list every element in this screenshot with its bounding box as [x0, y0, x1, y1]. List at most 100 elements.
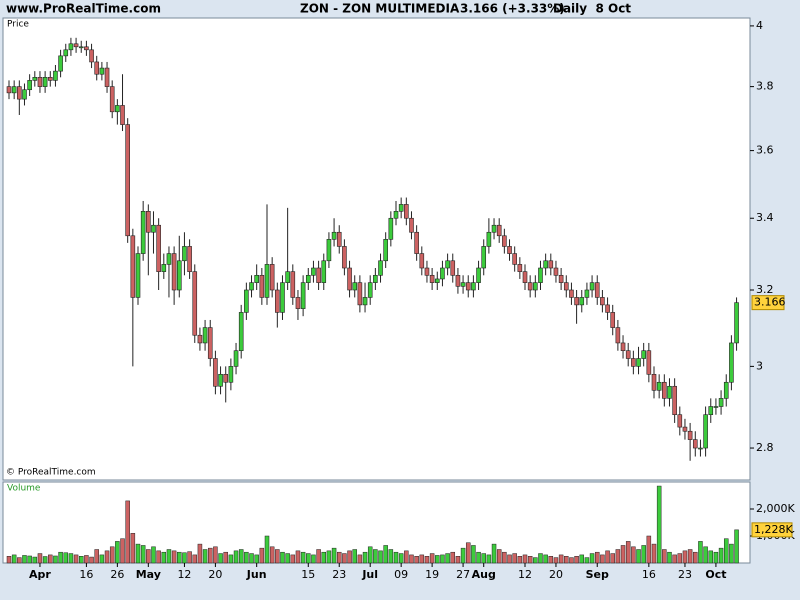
candle-body [641, 350, 646, 359]
candle-body [682, 426, 688, 432]
candle-body [620, 342, 626, 352]
volume-bar [182, 552, 187, 564]
candle-body [527, 282, 533, 291]
volume-bar [610, 553, 615, 564]
candle-body [414, 231, 419, 254]
candle-body [321, 260, 327, 283]
last-volume-box [751, 522, 793, 538]
candle-body [502, 235, 507, 247]
candle-body [388, 217, 394, 240]
volume-bar [419, 554, 425, 564]
candle-body [352, 282, 358, 291]
candle-body [631, 358, 636, 367]
volume-bar [713, 551, 719, 564]
candle-body [522, 271, 528, 283]
candle-body [140, 211, 146, 254]
candle-body [326, 239, 332, 262]
volume-label: Volume [7, 484, 41, 494]
x-tick-label: 09 [394, 568, 408, 581]
candle-body [300, 282, 306, 309]
source: www.ProRealTime.com [6, 2, 161, 16]
y-tick-label: 3.8 [756, 80, 774, 93]
candle-body [362, 297, 368, 306]
x-tick-label: Apr [29, 568, 51, 581]
volume-bar [435, 555, 440, 564]
x-tick-label: 12 [177, 568, 191, 581]
volume-bar [496, 549, 502, 564]
candle-body [316, 267, 321, 283]
candle-body [228, 366, 234, 383]
volume-bar [641, 545, 646, 564]
volume-bar [398, 553, 404, 564]
candle-body [357, 282, 363, 306]
y-tick-label: 3.2 [756, 283, 774, 296]
candle-body [662, 381, 667, 399]
candle-body [656, 381, 662, 391]
x-tick-label: 16 [642, 568, 656, 581]
volume-bar [734, 529, 739, 564]
volume-bar [362, 551, 368, 564]
x-tick-label: 20 [208, 568, 222, 581]
volume-bar [264, 535, 270, 564]
volume-bar [58, 551, 63, 564]
candle-body [192, 271, 198, 336]
volume-bar [342, 553, 347, 564]
volume-bar [197, 543, 203, 564]
candle-body [419, 253, 425, 269]
x-tick-label: 20 [549, 568, 563, 581]
volume-bar [285, 553, 290, 564]
candle-body [202, 327, 208, 344]
candle-body [187, 246, 192, 272]
candle-body [32, 77, 38, 81]
volume-bar [94, 549, 99, 564]
volume-bar [213, 546, 218, 564]
candle-body [238, 312, 244, 352]
candle-body [651, 373, 657, 391]
x-tick-label: Jun [246, 568, 267, 581]
candle-body [42, 77, 48, 87]
x-tick-label: 16 [79, 568, 93, 581]
volume-bar [393, 551, 399, 564]
candle-body [471, 282, 476, 291]
candle-body [166, 253, 172, 265]
candle-body [109, 86, 115, 113]
volume-bar [687, 549, 693, 564]
volume-bar [564, 556, 569, 564]
volume-bar [37, 553, 43, 564]
volume-bar [522, 554, 528, 564]
candle-body [336, 231, 342, 247]
volume-bar [527, 556, 533, 564]
y-tick-label: 4 [756, 19, 763, 32]
candle-body [424, 267, 430, 276]
volume-bar [538, 553, 543, 564]
x-tick-label: May [136, 568, 161, 581]
volume-bar [192, 554, 198, 564]
volume-bar [63, 552, 69, 564]
candle-body [450, 260, 456, 276]
volume-bar [22, 555, 27, 564]
quote: 3.166 (+3.33%) [460, 2, 565, 16]
candle-body [176, 260, 182, 291]
y-tick-label: 3 [756, 359, 763, 372]
volume-bar [414, 556, 419, 564]
candle-body [460, 282, 466, 287]
candle-body [94, 61, 100, 75]
volume-bar [130, 533, 136, 564]
candle-body [130, 235, 136, 298]
x-tick-label: 12 [518, 568, 532, 581]
volume-bar [233, 550, 239, 564]
volume-bar [73, 554, 79, 564]
volume-bar [383, 545, 388, 564]
volume-bar [465, 542, 471, 564]
candle-body [440, 267, 445, 280]
last-price-box [751, 295, 785, 311]
volume-bar [140, 545, 146, 564]
candle-body [115, 105, 120, 113]
volume-bar [104, 550, 110, 564]
volume-bar [543, 554, 548, 564]
volume-bar [321, 551, 327, 564]
volume-bar [99, 554, 105, 564]
volume-bar [68, 553, 74, 564]
volume-bar [558, 554, 564, 564]
